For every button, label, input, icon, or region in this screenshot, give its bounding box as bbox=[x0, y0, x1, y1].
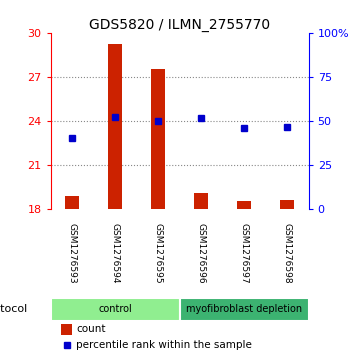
Bar bbox=[61, 324, 73, 335]
Text: myofibroblast depletion: myofibroblast depletion bbox=[186, 304, 302, 314]
Text: protocol: protocol bbox=[0, 304, 27, 314]
Text: GSM1276596: GSM1276596 bbox=[197, 223, 206, 283]
Bar bbox=[179, 298, 309, 321]
Text: GSM1276594: GSM1276594 bbox=[110, 223, 119, 283]
Text: control: control bbox=[98, 304, 132, 314]
Bar bbox=[108, 44, 122, 209]
Text: count: count bbox=[77, 325, 106, 334]
Bar bbox=[237, 201, 251, 209]
Text: GSM1276598: GSM1276598 bbox=[283, 223, 292, 283]
Title: GDS5820 / ILMN_2755770: GDS5820 / ILMN_2755770 bbox=[89, 18, 270, 32]
Bar bbox=[151, 69, 165, 209]
Bar bbox=[194, 193, 208, 209]
Text: GSM1276595: GSM1276595 bbox=[153, 223, 162, 283]
Text: GSM1276593: GSM1276593 bbox=[68, 223, 77, 283]
Bar bbox=[65, 196, 79, 209]
Bar bbox=[51, 298, 179, 321]
Text: GSM1276597: GSM1276597 bbox=[240, 223, 249, 283]
Text: percentile rank within the sample: percentile rank within the sample bbox=[77, 340, 252, 350]
Bar bbox=[280, 200, 294, 209]
